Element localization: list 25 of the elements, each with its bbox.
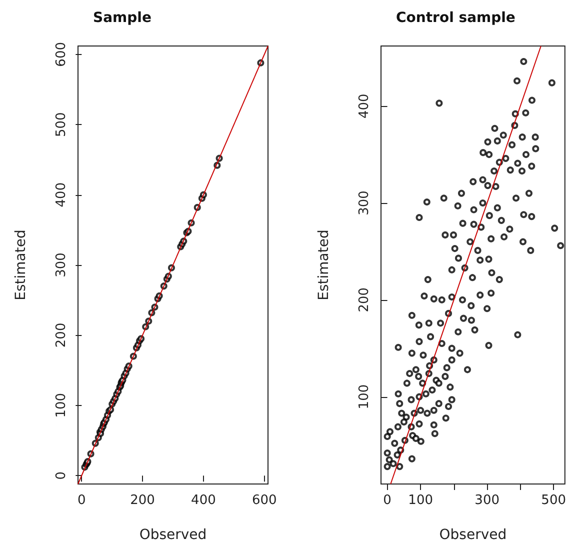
y-axis-title: Estimated — [316, 230, 332, 300]
y-tick-label: 300 — [357, 190, 372, 216]
y-tick-label: 100 — [357, 384, 372, 410]
chart-title: Control sample — [396, 10, 516, 26]
y-tick-label: 100 — [54, 392, 69, 418]
x-tick-label: 0 — [383, 493, 392, 508]
chart-title: Sample — [93, 10, 152, 26]
x-tick-label: 300 — [474, 493, 500, 508]
y-tick-label: 0 — [54, 471, 69, 480]
x-axis-title: Observed — [439, 527, 507, 543]
y-tick-label: 200 — [54, 322, 69, 348]
x-tick-label: 200 — [130, 493, 155, 508]
x-tick-label: 500 — [541, 493, 566, 508]
x-tick-label: 100 — [408, 493, 433, 508]
y-tick-label: 200 — [357, 287, 372, 312]
x-axis-title: Observed — [139, 527, 207, 543]
y-tick-label: 500 — [54, 112, 69, 138]
y-tick-label: 300 — [54, 252, 69, 278]
x-tick-label: 400 — [191, 493, 216, 508]
x-tick-label: 0 — [78, 493, 86, 508]
y-tick-label: 400 — [54, 182, 69, 208]
x-tick-label: 600 — [252, 493, 277, 508]
y-axis-title: Estimated — [13, 230, 29, 300]
y-tick-label: 400 — [357, 94, 372, 118]
y-tick-label: 600 — [54, 42, 69, 67]
